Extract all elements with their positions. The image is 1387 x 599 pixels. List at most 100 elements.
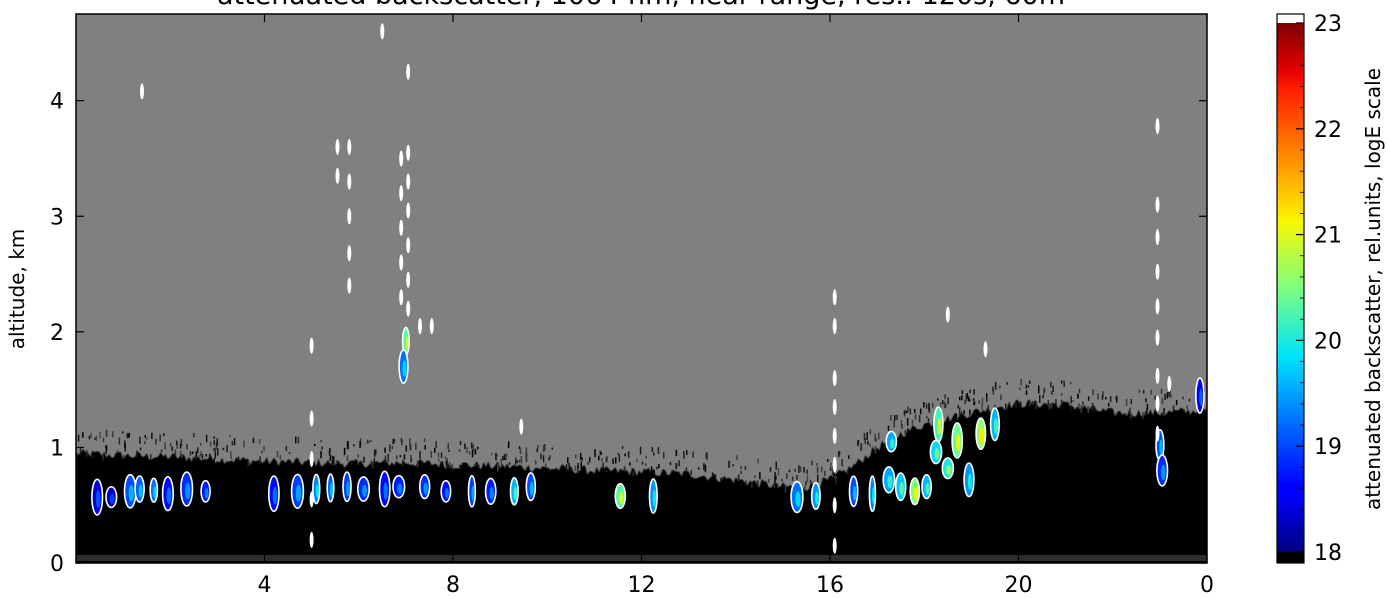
noise-speck: [803, 466, 805, 473]
noise-speck: [775, 461, 777, 470]
noise-speck: [1029, 380, 1031, 384]
noise-speck: [1175, 400, 1178, 406]
noise-speck: [966, 393, 969, 399]
noise-speck: [1043, 390, 1045, 396]
colorbar-frame: [1276, 13, 1305, 564]
noise-speck: [214, 447, 216, 452]
noise-speck: [925, 403, 928, 409]
noise-speck: [320, 451, 322, 459]
noise-speck: [565, 464, 568, 472]
aerosol-patch-core: [899, 481, 904, 496]
noise-speck: [827, 458, 829, 462]
colorbar-tick-label: 23: [1314, 12, 1342, 37]
noise-speck: [961, 395, 963, 401]
noise-speck: [551, 447, 553, 450]
noise-speck: [500, 459, 502, 467]
y-tick-label: 3: [50, 205, 64, 230]
cloud-mark: [832, 427, 837, 444]
noise-speck: [1060, 380, 1063, 384]
noise-speck: [653, 469, 655, 473]
noise-speck: [478, 464, 480, 469]
noise-speck: [1006, 382, 1008, 385]
cloud-mark: [1155, 196, 1160, 213]
cloud-mark: [406, 144, 411, 161]
noise-speck: [366, 439, 369, 444]
noise-speck: [338, 461, 340, 464]
aerosol-patch-core: [937, 417, 942, 435]
noise-speck: [945, 403, 947, 409]
noise-speck: [805, 480, 807, 486]
noise-speck: [957, 404, 959, 409]
noise-speck: [252, 437, 255, 444]
noise-speck: [465, 463, 468, 469]
noise-speck: [373, 457, 376, 464]
noise-speck: [471, 449, 474, 458]
noise-speck: [434, 447, 436, 453]
colorbar-over-segment: [1277, 14, 1304, 23]
aerosol-patch-core: [138, 484, 143, 498]
aerosol-patch-core: [913, 486, 918, 500]
noise-speck: [605, 457, 608, 463]
noise-speck: [419, 450, 421, 459]
noise-speck: [869, 443, 871, 447]
noise-speck: [1145, 398, 1147, 403]
y-tick-label: 4: [50, 90, 64, 115]
noise-speck: [809, 480, 812, 484]
colorbar: 18 19 20 21 22 23: [1276, 12, 1342, 566]
noise-speck: [656, 466, 658, 470]
noise-speck: [164, 442, 166, 450]
noise-speck: [806, 475, 809, 483]
noise-speck: [464, 462, 466, 470]
cloud-mark: [406, 300, 411, 317]
noise-speck: [295, 436, 297, 444]
aerosol-patch-core: [330, 482, 333, 497]
noise-speck: [959, 396, 961, 401]
noise-speck: [968, 399, 971, 402]
cloud-mark: [335, 167, 340, 184]
noise-speck: [1031, 401, 1034, 406]
noise-speck: [1160, 388, 1163, 394]
noise-speck: [1105, 397, 1107, 400]
noise-speck: [1186, 405, 1188, 409]
noise-speck: [706, 452, 708, 460]
noise-speck: [777, 483, 779, 488]
cloud-mark: [945, 306, 950, 323]
colorbar-tick-label: 22: [1314, 118, 1342, 143]
noise-speck: [834, 474, 836, 479]
noise-speck: [329, 456, 331, 462]
aerosol-patch-core: [925, 482, 930, 495]
noise-speck: [1052, 385, 1054, 392]
noise-speck: [174, 449, 177, 457]
noise-speck: [1048, 403, 1051, 410]
noise-speck: [200, 442, 202, 446]
noise-speck: [575, 454, 577, 459]
noise-speck: [728, 460, 730, 468]
cloud-mark: [140, 83, 144, 100]
x-tick-label: 16: [816, 573, 844, 598]
cloud-mark: [1155, 118, 1160, 135]
noise-speck: [209, 453, 211, 458]
noise-speck: [144, 435, 146, 438]
noise-speck: [874, 433, 876, 442]
noise-speck: [600, 451, 602, 455]
noise-speck: [384, 455, 387, 463]
colorbar-tick-label: 18: [1314, 541, 1342, 566]
noise-speck: [503, 454, 506, 461]
noise-speck: [495, 452, 497, 460]
noise-speck: [1125, 398, 1128, 406]
noise-speck: [1051, 391, 1053, 395]
cloud-mark: [1155, 329, 1160, 346]
noise-speck: [832, 466, 834, 475]
noise-speck: [536, 448, 538, 453]
noise-speck: [903, 411, 906, 415]
noise-speck: [965, 394, 967, 402]
noise-speck: [999, 385, 1001, 389]
noise-speck: [657, 447, 660, 454]
noise-speck: [1015, 402, 1017, 409]
cloud-mark: [309, 451, 314, 467]
noise-speck: [372, 462, 374, 469]
noise-speck: [904, 430, 906, 435]
noise-speck: [835, 476, 837, 484]
aerosol-patches: [91, 326, 1205, 516]
noise-speck: [409, 444, 412, 451]
